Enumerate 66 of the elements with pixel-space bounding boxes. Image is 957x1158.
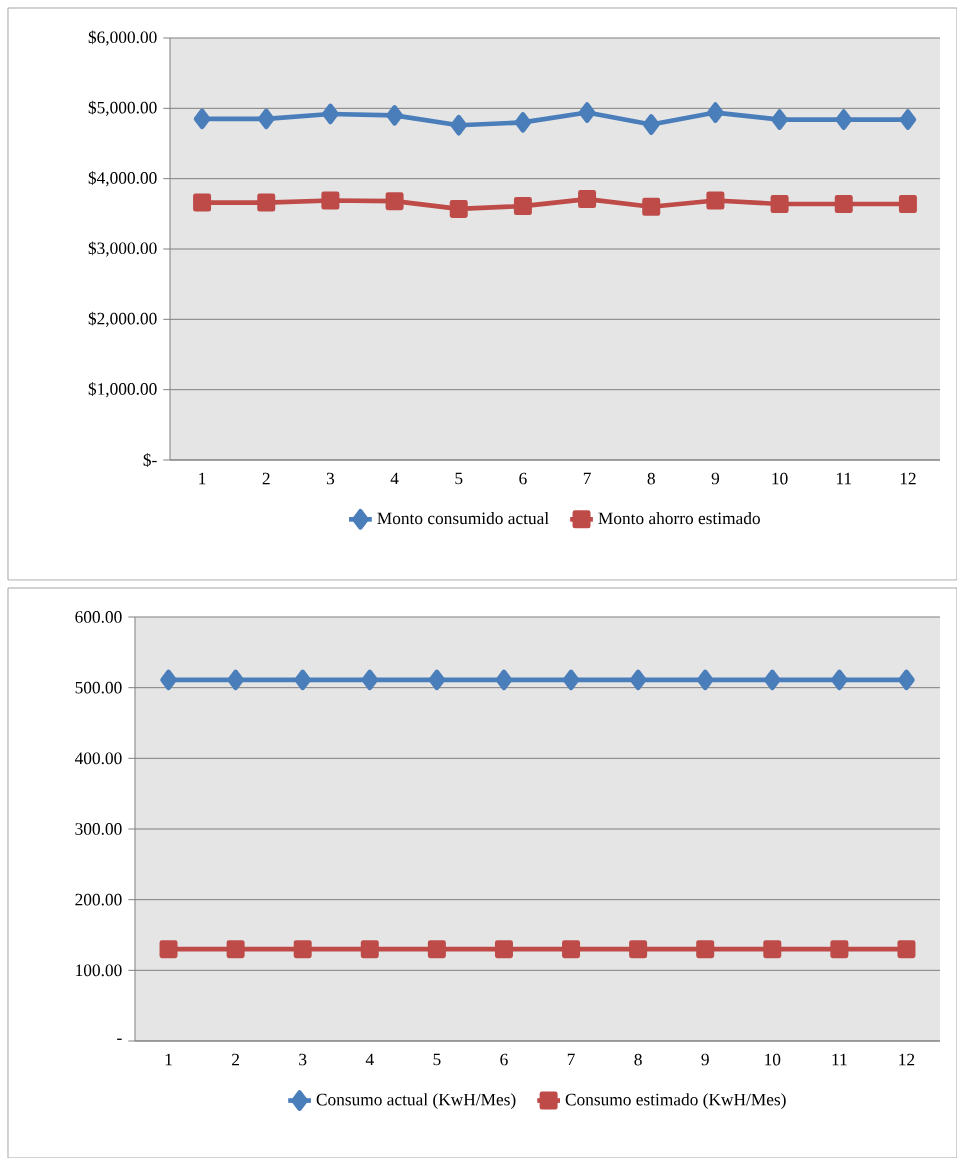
x-tick-label: 8 (634, 1053, 642, 1066)
x-tick-label: 11 (836, 472, 852, 485)
point (578, 190, 597, 209)
x-tick-label: 5 (433, 1053, 441, 1066)
x-tick-label: 1 (165, 1053, 172, 1066)
y-tick-label: 100.00 (76, 964, 122, 977)
x-tick-label: 7 (567, 1053, 575, 1066)
x-tick-label: 10 (765, 1053, 781, 1066)
x-tick-label: 2 (232, 1053, 240, 1066)
x-tick-label: 11 (832, 1053, 847, 1066)
x-tick-label: 3 (326, 472, 335, 485)
point (899, 109, 917, 130)
point (385, 192, 404, 211)
y-tick-label: $- (143, 453, 157, 467)
point (386, 105, 403, 126)
y-tick-label: $2,000.00 (88, 311, 157, 327)
x-tick-label: 6 (500, 1053, 508, 1066)
x-tick-label: 9 (701, 1053, 709, 1066)
y-tick-label: $3,000.00 (88, 241, 157, 257)
x-tick-label: 10 (772, 472, 788, 485)
point (835, 109, 853, 130)
point (771, 109, 788, 130)
point (707, 102, 724, 123)
x-tick-label: 2 (262, 472, 270, 485)
legend-label: Consumo estimado (KwH/Mes) (565, 1093, 786, 1109)
x-tick-label: 8 (647, 472, 655, 485)
x-tick-label: 4 (390, 472, 399, 485)
point (193, 108, 211, 130)
y-tick-label: 600.00 (75, 611, 122, 623)
x-tick-label: 7 (583, 472, 591, 485)
point (898, 194, 917, 213)
x-tick-label: 5 (455, 472, 463, 485)
point (450, 114, 468, 136)
x-tick-label: 12 (899, 1053, 915, 1066)
point (257, 193, 276, 212)
y-tick-label: 400.00 (74, 752, 122, 765)
point (770, 194, 789, 213)
point (257, 108, 275, 130)
x-tick-label: 6 (519, 472, 527, 485)
y-tick-label: $5,000.00 (88, 100, 157, 116)
point (193, 193, 212, 212)
point (514, 112, 532, 133)
y-tick-label: - (117, 1038, 122, 1040)
legend-label: Consumo actual (KwH/Mes) (316, 1093, 516, 1109)
x-tick-label: 12 (900, 472, 916, 485)
point (706, 191, 725, 210)
x-tick-label: 3 (299, 1053, 307, 1066)
y-tick-label: 500.00 (75, 681, 122, 694)
point (321, 191, 340, 210)
x-tick-label: 1 (199, 472, 206, 485)
y-tick-label: 300.00 (75, 823, 122, 835)
point (322, 103, 339, 125)
x-tick-label: 4 (365, 1053, 374, 1066)
y-tick-label: $1,000.00 (88, 382, 157, 398)
point (449, 199, 468, 218)
point (642, 114, 660, 135)
y-tick-label: $6,000.00 (88, 30, 157, 46)
legend-label: Monto consumido actual (377, 512, 549, 525)
point (513, 197, 532, 216)
y-tick-label: 200.00 (75, 893, 122, 906)
y-tick-label: $4,000.00 (88, 171, 157, 187)
point (578, 102, 596, 123)
point (642, 197, 661, 216)
x-tick-label: 9 (711, 472, 720, 485)
point (834, 194, 853, 213)
legend-label: Monto ahorro estimado (598, 512, 760, 525)
